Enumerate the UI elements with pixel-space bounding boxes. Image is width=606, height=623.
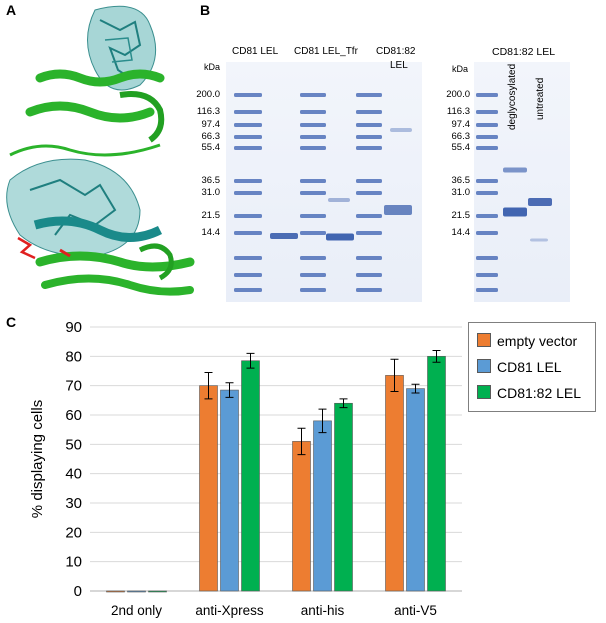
error-bar bbox=[204, 371, 213, 400]
error-bar bbox=[411, 383, 420, 394]
bar bbox=[427, 356, 446, 592]
ladder-label: 97.4 bbox=[451, 119, 471, 130]
bar bbox=[220, 389, 239, 592]
gel2-kda-unit: kDa bbox=[452, 64, 469, 74]
bar bbox=[385, 375, 404, 592]
chart-legend: empty vector CD81 LEL CD81:82 LEL bbox=[468, 322, 596, 412]
ladder-label: 66.3 bbox=[451, 131, 471, 142]
ladder-label: 14.4 bbox=[451, 227, 471, 238]
ladder-label: 36.5 bbox=[451, 175, 471, 186]
bar bbox=[127, 590, 146, 593]
ladder-label: 97.4 bbox=[201, 119, 221, 130]
y-tick-label: 80 bbox=[65, 348, 82, 365]
ladder-label: 200.0 bbox=[446, 89, 470, 100]
x-tick-label: anti-Xpress bbox=[195, 603, 264, 618]
bar bbox=[313, 420, 332, 592]
ladder-label: 55.4 bbox=[201, 142, 221, 153]
legend-item: CD81 LEL bbox=[477, 359, 562, 375]
y-axis-label: % displaying cells bbox=[29, 400, 46, 518]
bar bbox=[406, 388, 425, 592]
y-tick-label: 90 bbox=[65, 319, 82, 336]
legend-label: empty vector bbox=[497, 333, 578, 349]
y-tick-label: 30 bbox=[65, 495, 82, 512]
y-tick-label: 60 bbox=[65, 407, 82, 424]
legend-label: CD81:82 LEL bbox=[497, 385, 582, 401]
bar bbox=[148, 590, 167, 593]
error-bar bbox=[225, 382, 234, 398]
error-bar bbox=[318, 408, 327, 434]
ladder-label: 116.3 bbox=[446, 106, 470, 117]
bar bbox=[241, 360, 260, 592]
error-bar bbox=[432, 349, 441, 363]
legend-swatch bbox=[477, 333, 491, 347]
gel1-lane-label-cd81-82: CD81:82 bbox=[376, 46, 416, 57]
legend-item: empty vector bbox=[477, 333, 577, 349]
y-tick-label: 20 bbox=[65, 524, 82, 541]
ladder-label: 200.0 bbox=[196, 89, 220, 100]
error-bar bbox=[339, 398, 348, 409]
error-bar bbox=[390, 358, 399, 393]
legend-swatch bbox=[477, 359, 491, 373]
y-tick-label: 40 bbox=[65, 466, 82, 483]
ladder-label: 21.5 bbox=[451, 210, 471, 221]
bar bbox=[199, 385, 218, 592]
y-tick-label: 0 bbox=[74, 583, 82, 600]
x-tick-label: anti-V5 bbox=[394, 603, 437, 618]
ladder-label: 66.3 bbox=[201, 131, 221, 142]
panel-letter-c: C bbox=[6, 314, 17, 330]
ladder-label: 21.5 bbox=[201, 210, 221, 221]
x-tick-label: anti-his bbox=[301, 603, 345, 618]
panel-letter-b: B bbox=[200, 2, 211, 18]
y-tick-label: 70 bbox=[65, 378, 82, 395]
gel1-lane-label-cd81-lel: CD81 LEL bbox=[232, 46, 279, 57]
legend-label: CD81 LEL bbox=[497, 359, 562, 375]
legend-swatch bbox=[477, 385, 491, 399]
y-tick-label: 10 bbox=[65, 554, 82, 571]
ladder-label: 31.0 bbox=[201, 187, 221, 198]
gel1-kda-unit: kDa bbox=[204, 62, 221, 72]
bar bbox=[292, 441, 311, 592]
bar bbox=[106, 590, 125, 593]
ladder-label: 36.5 bbox=[201, 175, 221, 186]
ladder-label: 116.3 bbox=[196, 106, 220, 117]
gel1-lane-label-lel: LEL bbox=[390, 60, 408, 71]
bar bbox=[334, 402, 353, 592]
ladder-label: 55.4 bbox=[451, 142, 471, 153]
ladder-label: 14.4 bbox=[201, 227, 221, 238]
error-bar bbox=[297, 427, 306, 456]
gel1-lane-label-cd81-lel-tfr: CD81 LEL_Tfr bbox=[294, 46, 358, 57]
panel-letter-a: A bbox=[6, 2, 17, 18]
error-bar bbox=[246, 352, 255, 369]
gel2-title: CD81:82 LEL bbox=[492, 46, 556, 58]
y-tick-label: 50 bbox=[65, 436, 82, 453]
x-tick-label: 2nd only bbox=[111, 603, 162, 618]
legend-item: CD81:82 LEL bbox=[477, 385, 581, 401]
ladder-label: 31.0 bbox=[451, 187, 471, 198]
